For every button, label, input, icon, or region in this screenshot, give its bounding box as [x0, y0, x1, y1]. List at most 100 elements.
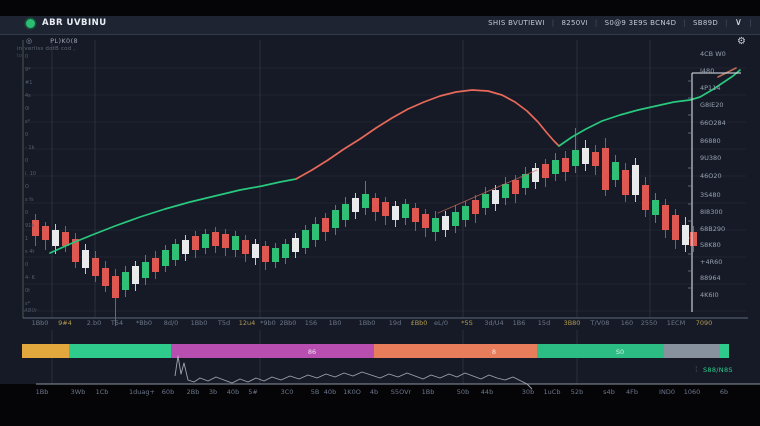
tick-label: 1B0 [328, 319, 342, 327]
tick-label: 1Bb [35, 388, 49, 396]
llabel-label: O [25, 184, 29, 190]
tick-label: 1Bb [421, 388, 435, 396]
llabel-label: 0 [25, 132, 29, 138]
tagline-text: in verliss dotB cod , [17, 46, 76, 52]
symbol-label: PL)K0(8 [50, 37, 79, 45]
candle-body [312, 224, 319, 240]
candle-body [242, 240, 249, 254]
tick-label: 1S6 [304, 319, 318, 327]
tick-label: 4b [369, 388, 379, 396]
llabel-label: 0 [25, 158, 29, 164]
tick-label: 40b [226, 388, 240, 396]
tick-label: T/V08 [590, 319, 610, 327]
settings-gear-icon[interactable]: ⚙ [737, 36, 746, 47]
menu-separator: | [594, 19, 598, 27]
trendline [437, 169, 538, 214]
candle-body [492, 190, 499, 204]
tick-label: T54 [110, 319, 124, 327]
tick-label: £Bb0 [410, 319, 428, 327]
rlabel-label: 4CB W0 [700, 50, 726, 58]
tick-label: 1Bb0 [358, 319, 376, 327]
tick-label: 3Wb [70, 388, 86, 396]
candle-body [382, 202, 389, 216]
tick-label: T5d [217, 319, 231, 327]
gauge-segment[interactable] [171, 344, 374, 358]
candle-body [262, 246, 269, 262]
candle-body [232, 236, 239, 250]
candle-body [552, 160, 559, 174]
candle-body [402, 204, 409, 218]
candle-body [182, 240, 189, 254]
candle-body [422, 214, 429, 228]
tick-label: 2.b0 [86, 319, 102, 327]
indicator-value-label: S88/N8S [703, 366, 733, 374]
candle-body [112, 276, 119, 298]
candle-body [52, 230, 59, 246]
tick-label: 44b [480, 388, 494, 396]
candle-body [102, 268, 109, 286]
rlabel-label: S8K80 [700, 241, 721, 249]
menu-item[interactable]: 8250VI [561, 19, 588, 27]
menu-item[interactable]: S0@9 3E9S BCN4D [604, 19, 677, 27]
tick-label: 1Bb0 [190, 319, 208, 327]
llabel-label: #1 [25, 80, 33, 86]
app-logo[interactable]: ABR UVBINU [26, 18, 107, 28]
candle-body [222, 234, 229, 248]
gauge-segment[interactable] [537, 344, 664, 358]
gauge-segment-label: S0 [616, 348, 624, 356]
menu-item[interactable]: SB89D [692, 19, 719, 27]
gauge-segment[interactable] [22, 344, 69, 358]
chevron-down-icon[interactable]: ∨ [734, 17, 743, 28]
candle-body [472, 200, 479, 214]
tick-label: 1B6 [512, 319, 526, 327]
menu-item[interactable]: SHIS BVUTIEWI [488, 19, 545, 27]
tick-label: 3C0 [280, 388, 294, 396]
candle-body [152, 258, 159, 272]
candle-body [632, 165, 639, 195]
candle-body [622, 170, 629, 195]
tick-label: 12u4 [238, 319, 256, 327]
ma-salmon-arc [295, 89, 560, 180]
tick-label: 15d [537, 319, 551, 327]
tick-label: *5S [461, 319, 473, 327]
llabel-label: 9* [25, 67, 31, 73]
symbol-row: ◎ PL)K0(8 [26, 37, 78, 45]
tick-label: S5OVr [390, 388, 412, 396]
tick-label: *Bb0 [136, 319, 152, 327]
rlabel-label: 4K6I0 [700, 291, 719, 299]
tick-label: 8d/0 [163, 319, 179, 327]
candle-body [652, 200, 659, 215]
logo-dot-icon [26, 18, 35, 28]
candle-body [352, 198, 359, 212]
gauge-segment[interactable] [664, 344, 720, 358]
candle-body [272, 248, 279, 262]
tick-label: 6b [719, 388, 729, 396]
rlabel-label: 86880 [700, 137, 721, 145]
candle-body [612, 162, 619, 180]
candle-body [452, 212, 459, 226]
tick-label: *9b0 [260, 319, 276, 327]
candle-body [572, 150, 579, 166]
candle-body [292, 238, 299, 252]
llabel-label: 1 [25, 236, 29, 242]
tick-label: 52b [570, 388, 584, 396]
llabel-label: 0 [25, 210, 29, 216]
gauge-segment[interactable] [720, 344, 729, 358]
candle-body [482, 194, 489, 208]
tick-label: 19d [388, 319, 402, 327]
candle-body [532, 168, 539, 182]
tick-label: 1duag+ [129, 388, 155, 396]
candle-body [462, 206, 469, 220]
candle-body [282, 244, 289, 258]
gauge-segment[interactable] [69, 344, 171, 358]
candle-body [202, 234, 209, 248]
candle-body [412, 208, 419, 222]
rlabel-label: 46O20 [700, 172, 722, 180]
llabel-label: 91k [25, 223, 35, 229]
candle-body [332, 210, 339, 228]
gauge-segment[interactable] [374, 344, 537, 358]
candle-body [122, 272, 129, 290]
candle-body [392, 206, 399, 220]
